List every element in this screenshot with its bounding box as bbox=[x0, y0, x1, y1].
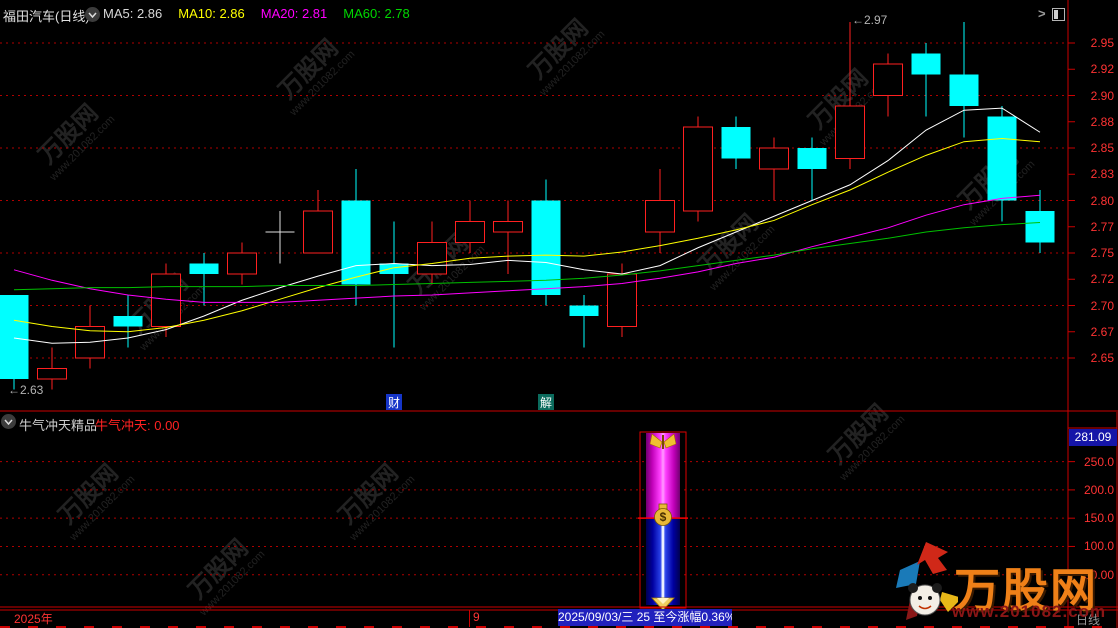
indicator-value-label: 牛气冲天: 0.00 bbox=[95, 418, 180, 433]
status-year: 2025年 bbox=[14, 612, 53, 626]
status-date-info: 2025/09/03/三 25 至今涨幅0.36% bbox=[558, 609, 732, 626]
price-tick-label: 2.70 bbox=[1090, 298, 1114, 313]
high-price-annotation: ←2.97 bbox=[852, 13, 888, 27]
butterfly-icon bbox=[649, 433, 677, 449]
signal-marker-jie: 解 bbox=[538, 394, 554, 410]
price-tick-label: 2.92 bbox=[1090, 62, 1114, 77]
svg-text:$: $ bbox=[660, 510, 667, 524]
background-watermark: 万股网 www.201082.com bbox=[823, 399, 908, 484]
background-watermark: 万股网 www.201082.com bbox=[273, 34, 358, 119]
background-watermark: 万股网 www.201082.com bbox=[953, 144, 1038, 229]
ma-label: MA60: 2.78 bbox=[343, 6, 410, 21]
price-tick-label: 2.95 bbox=[1090, 36, 1114, 50]
price-tick-label: 2.72 bbox=[1090, 272, 1114, 287]
background-watermark: 万股网 www.201082.com bbox=[123, 269, 208, 354]
background-watermark: 万股网 www.201082.com bbox=[33, 99, 118, 184]
price-tick-label: 2.90 bbox=[1090, 88, 1114, 103]
indicator-tick-label: 250.0 bbox=[1083, 454, 1114, 469]
chevron-circle-icon[interactable] bbox=[85, 7, 100, 22]
price-tick-label: 2.67 bbox=[1090, 324, 1114, 339]
indicator-tick-label: 50.00 bbox=[1083, 567, 1114, 582]
low-price-annotation: ←2.63 bbox=[8, 383, 44, 397]
background-watermark: 万股网 www.201082.com bbox=[333, 459, 418, 544]
indicator-tick-label: 100.0 bbox=[1083, 539, 1114, 554]
background-watermark: 万股网 www.201082.com bbox=[803, 64, 888, 149]
site-logo: 万股网 www.201082.com bbox=[894, 540, 1118, 626]
ma-legend: MA5: 2.86 MA10: 2.86 MA20: 2.81 MA60: 2.78 bbox=[103, 6, 426, 21]
ma-label: MA10: 2.86 bbox=[178, 6, 245, 21]
price-tick-label: 2.75 bbox=[1090, 246, 1114, 260]
indicator-tick-label: 200.0 bbox=[1083, 482, 1114, 497]
mascot-icon bbox=[896, 542, 958, 620]
ma-label: MA20: 2.81 bbox=[260, 6, 328, 21]
indicator-current-value: 281.09 bbox=[1069, 429, 1117, 446]
background-watermark: 万股网 www.201082.com bbox=[183, 534, 268, 619]
background-watermark: 万股网 www.201082.com bbox=[403, 229, 488, 314]
sub-chevron-circle-icon[interactable] bbox=[1, 414, 16, 429]
background-watermark: 万股网 www.201082.com bbox=[523, 14, 608, 99]
price-tick-label: 2.85 bbox=[1090, 141, 1114, 155]
background-watermark: 万股网 www.201082.com bbox=[53, 459, 138, 544]
money-bag-icon: $ bbox=[654, 503, 672, 526]
price-tick-label: 2.88 bbox=[1090, 114, 1114, 129]
status-month: 9 bbox=[473, 610, 480, 624]
price-tick-label: 2.65 bbox=[1090, 351, 1114, 365]
price-tick-label: 2.77 bbox=[1090, 219, 1114, 234]
stock-title: 福田汽车(日线) bbox=[3, 9, 90, 24]
collapse-icon[interactable]: > bbox=[1038, 6, 1046, 21]
window-icon[interactable] bbox=[1052, 8, 1065, 21]
indicator-tick-label: 150.0 bbox=[1083, 511, 1114, 526]
chevron-down-icon bbox=[4, 419, 13, 425]
period-selector[interactable]: 日线 bbox=[1076, 613, 1101, 627]
background-watermark: 万股网 www.201082.com bbox=[693, 209, 778, 294]
chevron-down-icon bbox=[88, 12, 97, 18]
ma-label: MA5: 2.86 bbox=[103, 6, 163, 21]
price-tick-label: 2.83 bbox=[1090, 167, 1114, 182]
x-axis-ticks bbox=[0, 626, 1118, 628]
site-url: www.201082.com bbox=[952, 602, 1107, 621]
indicator-title: 牛气冲天精品 bbox=[19, 418, 98, 433]
signal-marker-cai: 财 bbox=[386, 394, 402, 410]
price-tick-label: 2.80 bbox=[1090, 193, 1114, 208]
